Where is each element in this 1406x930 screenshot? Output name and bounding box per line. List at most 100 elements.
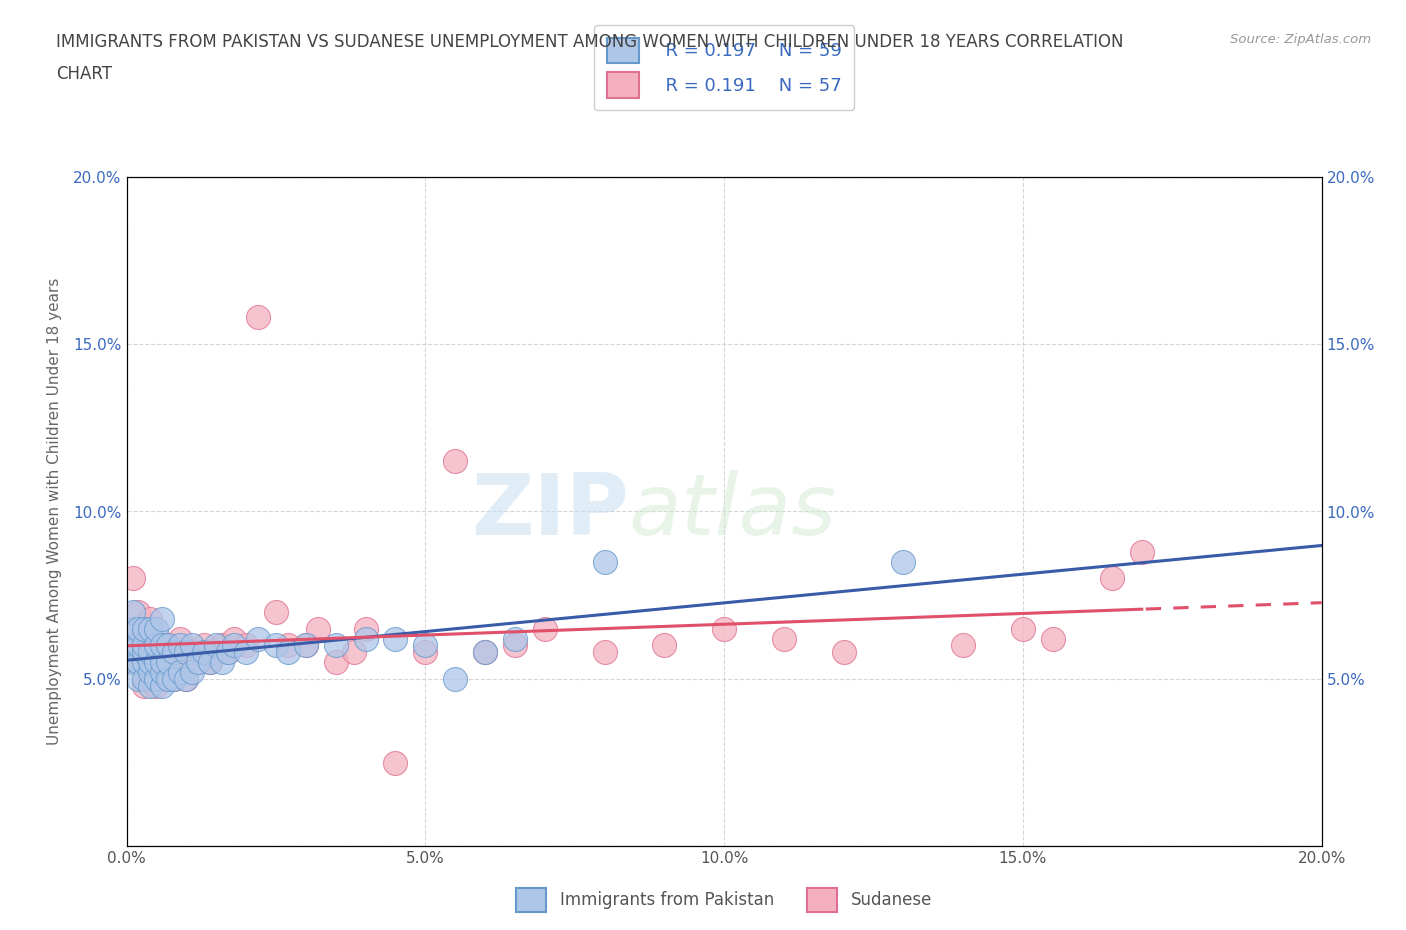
Point	[139, 665, 162, 680]
Point	[152, 665, 174, 680]
Point	[503, 638, 526, 653]
Point	[157, 671, 180, 686]
Point	[187, 655, 209, 670]
Point	[593, 644, 616, 659]
Point	[163, 644, 186, 659]
Point	[181, 638, 204, 653]
Text: ZIP: ZIP	[471, 470, 628, 553]
Point	[152, 638, 174, 653]
Point	[152, 638, 174, 653]
Point	[713, 621, 735, 636]
Point	[222, 631, 246, 646]
Point	[152, 655, 174, 670]
Point	[294, 638, 316, 653]
Point	[217, 644, 239, 659]
Point	[217, 644, 239, 659]
Point	[169, 638, 191, 653]
Point	[139, 671, 162, 686]
Point	[121, 571, 143, 586]
Point	[1011, 621, 1033, 636]
Point	[152, 611, 174, 626]
Point	[145, 638, 167, 653]
Point	[181, 665, 204, 680]
Point	[277, 644, 299, 659]
Point	[952, 638, 974, 653]
Point	[415, 644, 437, 659]
Point	[134, 638, 156, 653]
Point	[534, 621, 557, 636]
Point	[277, 638, 299, 653]
Point	[503, 631, 526, 646]
Point	[157, 638, 180, 653]
Point	[174, 671, 197, 686]
Point	[127, 655, 149, 670]
Point	[307, 621, 329, 636]
Point	[444, 671, 467, 686]
Point	[247, 310, 270, 325]
Point	[200, 655, 222, 670]
Point	[152, 671, 174, 686]
Text: IMMIGRANTS FROM PAKISTAN VS SUDANESE UNEMPLOYMENT AMONG WOMEN WITH CHILDREN UNDE: IMMIGRANTS FROM PAKISTAN VS SUDANESE UNE…	[56, 33, 1123, 50]
Point	[773, 631, 796, 646]
Point	[134, 644, 156, 659]
Point	[211, 655, 233, 670]
Point	[157, 638, 180, 653]
Point	[384, 631, 406, 646]
Point	[235, 638, 257, 653]
Point	[134, 644, 156, 659]
Point	[832, 644, 855, 659]
Y-axis label: Unemployment Among Women with Children Under 18 years: Unemployment Among Women with Children U…	[48, 278, 62, 745]
Point	[264, 638, 287, 653]
Point	[893, 554, 915, 569]
Point	[127, 621, 149, 636]
Point	[145, 621, 167, 636]
Text: atlas: atlas	[628, 470, 837, 553]
Point	[139, 678, 162, 693]
Point	[187, 655, 209, 670]
Point	[247, 631, 270, 646]
Point	[127, 604, 149, 619]
Point	[384, 755, 406, 770]
Point	[145, 621, 167, 636]
Point	[163, 671, 186, 686]
Point	[163, 644, 186, 659]
Point	[152, 678, 174, 693]
Point	[169, 631, 191, 646]
Point	[134, 621, 156, 636]
Point	[145, 655, 167, 670]
Point	[205, 644, 228, 659]
Point	[174, 644, 197, 659]
Point	[134, 671, 156, 686]
Point	[139, 638, 162, 653]
Point	[354, 621, 377, 636]
Point	[121, 604, 143, 619]
Point	[139, 611, 162, 626]
Point	[444, 454, 467, 469]
Point	[652, 638, 675, 653]
Point	[127, 671, 149, 686]
Point	[121, 655, 143, 670]
Point	[163, 671, 186, 686]
Point	[193, 644, 215, 659]
Point	[205, 638, 228, 653]
Point	[200, 655, 222, 670]
Point	[1101, 571, 1123, 586]
Point	[294, 638, 316, 653]
Point	[174, 671, 197, 686]
Point	[264, 604, 287, 619]
Point	[222, 638, 246, 653]
Point	[121, 621, 143, 636]
Point	[127, 638, 149, 653]
Point	[1042, 631, 1064, 646]
Point	[325, 655, 347, 670]
Point	[139, 644, 162, 659]
Point	[139, 655, 162, 670]
Point	[211, 638, 233, 653]
Legend: Immigrants from Pakistan, Sudanese: Immigrants from Pakistan, Sudanese	[509, 882, 939, 918]
Point	[121, 655, 143, 670]
Point	[127, 655, 149, 670]
Point	[157, 671, 180, 686]
Point	[1130, 544, 1153, 559]
Text: CHART: CHART	[56, 65, 112, 83]
Point	[354, 631, 377, 646]
